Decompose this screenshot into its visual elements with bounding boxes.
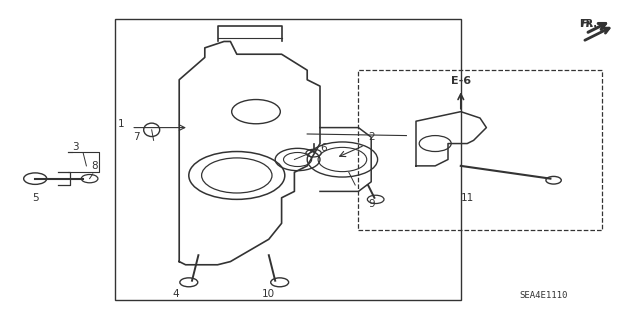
Text: FR.: FR. [579, 19, 597, 29]
Text: 6: 6 [320, 143, 326, 153]
Text: 9: 9 [368, 199, 374, 209]
Text: 1: 1 [118, 119, 125, 130]
Text: 5: 5 [32, 193, 38, 203]
Text: 10: 10 [262, 289, 275, 299]
Circle shape [546, 176, 561, 184]
Text: 7: 7 [133, 132, 140, 142]
Bar [115, 19, 461, 300]
Text: Fr.: Fr. [581, 19, 595, 29]
Text: 4: 4 [173, 289, 179, 299]
Text: SEA4E1110: SEA4E1110 [520, 291, 568, 300]
Bar [358, 70, 602, 230]
Text: 3: 3 [72, 142, 79, 152]
Text: 2: 2 [368, 132, 374, 142]
Text: E-6: E-6 [451, 76, 471, 86]
Text: 11: 11 [461, 193, 474, 203]
Text: 8: 8 [92, 161, 98, 171]
